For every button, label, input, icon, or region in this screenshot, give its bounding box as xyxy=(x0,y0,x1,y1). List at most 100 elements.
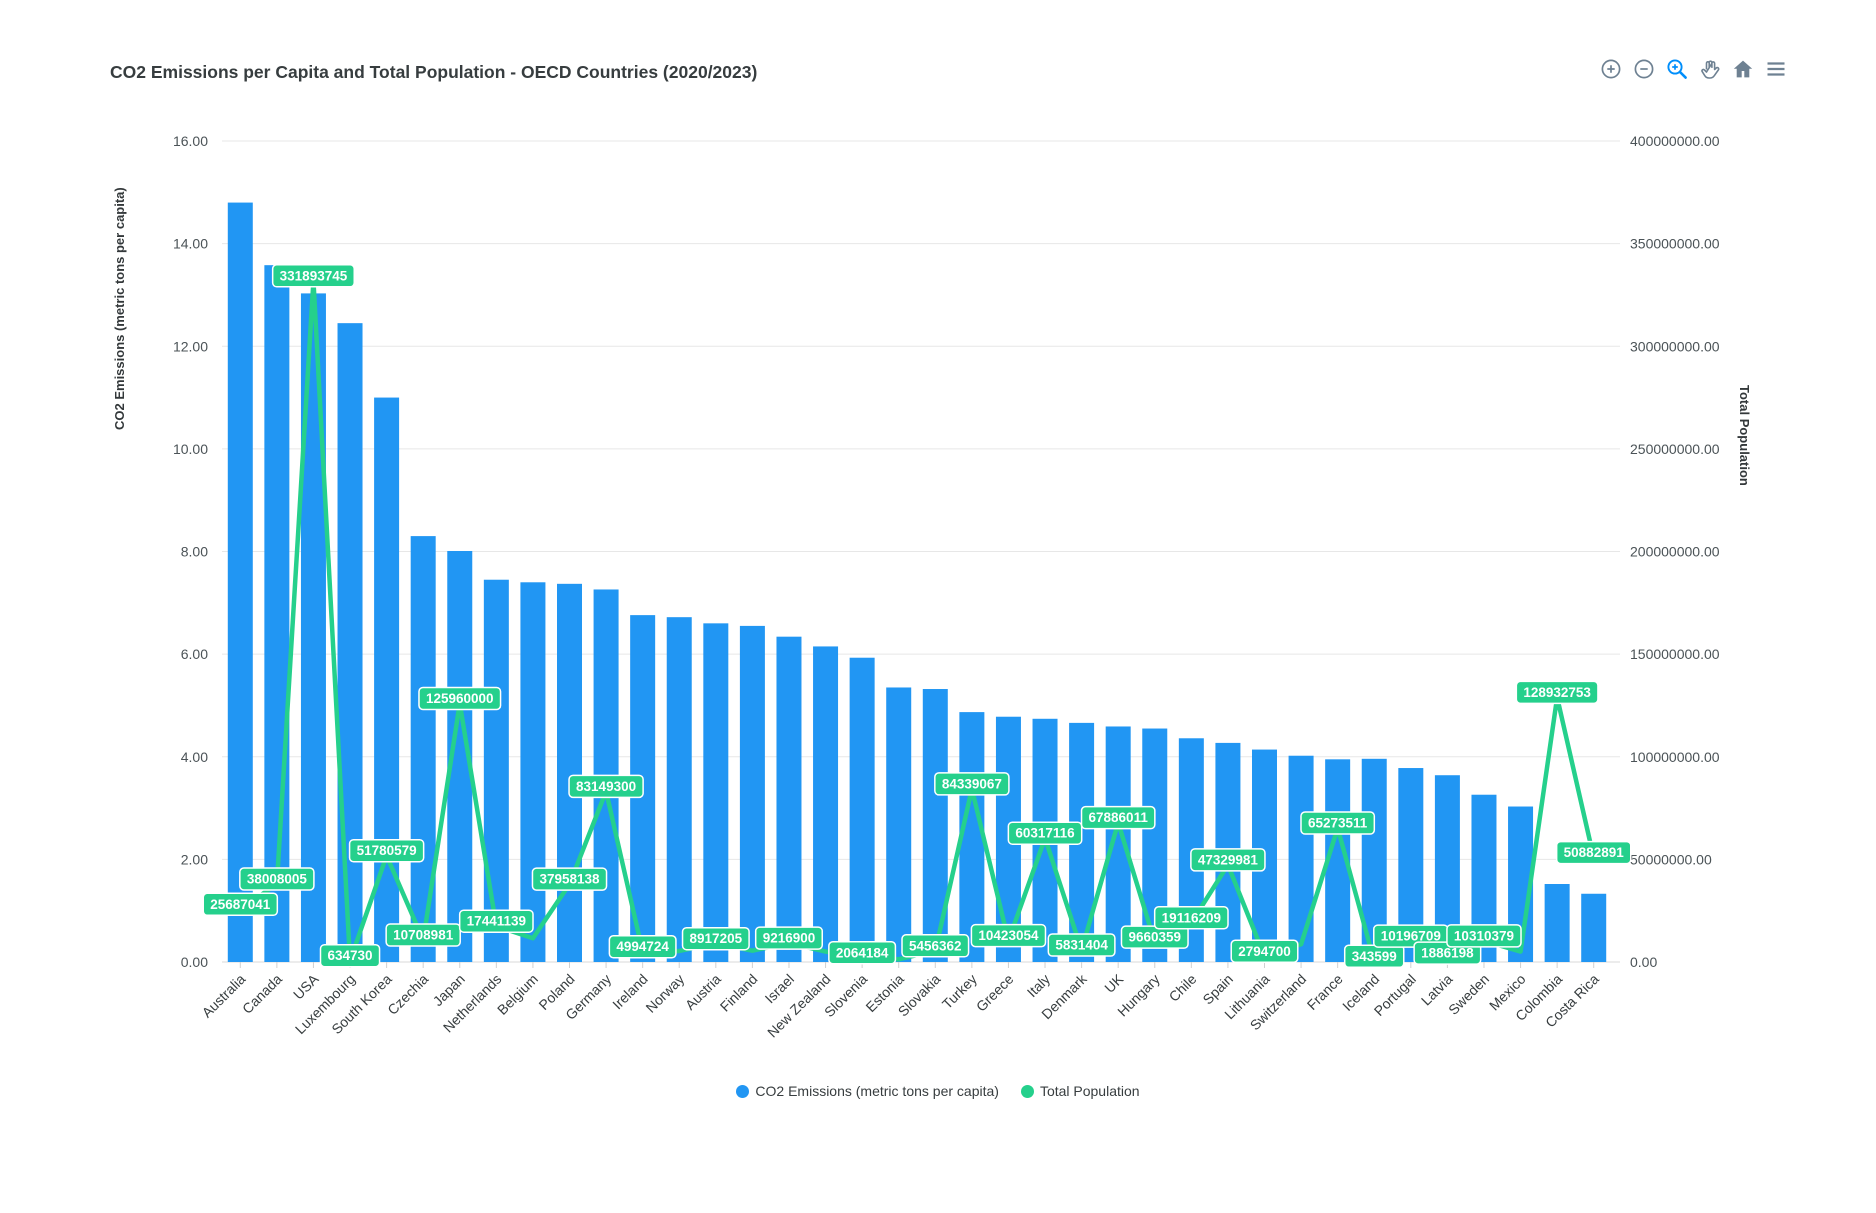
y-axis-tick-left: 8.00 xyxy=(181,544,208,560)
y-axis-tick-right: 150000000.00 xyxy=(1630,646,1720,662)
bar-Switzerland[interactable] xyxy=(1288,755,1314,962)
x-axis-label[interactable]: UK xyxy=(1101,970,1127,996)
plot-area[interactable]: 0.00 2.00 4.00 6.00 8.00 10.00 12.00 14.00 16.00… xyxy=(0,0,1876,1060)
data-label-Germany xyxy=(568,774,644,799)
data-label-text: 10196709 xyxy=(1381,929,1441,944)
data-label-Luxembourg xyxy=(319,943,381,968)
x-axis-label[interactable]: Australia xyxy=(199,971,249,1021)
legend-item-co2[interactable]: CO2 Emissions (metric tons per capita) xyxy=(736,1083,999,1099)
y-axis-tick-left: 16.00 xyxy=(173,133,208,149)
bar-Australia[interactable] xyxy=(227,202,253,962)
zoom-in-icon[interactable] xyxy=(1599,57,1623,81)
x-axis-label[interactable]: Czechia xyxy=(384,971,431,1018)
data-label-Poland xyxy=(531,867,608,891)
bar-Estonia[interactable] xyxy=(886,687,912,962)
menu-icon[interactable] xyxy=(1764,57,1788,81)
x-axis-label[interactable]: USA xyxy=(290,970,322,1002)
data-label-text: 65273511 xyxy=(1308,816,1368,831)
y-axis-tick-right: 300000000.00 xyxy=(1630,338,1720,354)
bar-Finland[interactable] xyxy=(739,625,765,962)
data-label-France xyxy=(1300,811,1376,835)
bar-Canada[interactable] xyxy=(264,265,290,962)
y-axis-tick-left: 0.00 xyxy=(181,954,208,970)
x-axis-label[interactable]: Norway xyxy=(642,971,687,1016)
data-label-Austria xyxy=(681,926,750,951)
y-axis-tick-left: 2.00 xyxy=(181,851,208,867)
data-label-Canada xyxy=(239,867,315,891)
legend-label-co2: CO2 Emissions (metric tons per capita) xyxy=(755,1083,999,1099)
x-axis-label[interactable]: Sweden xyxy=(1445,971,1492,1018)
bar-Israel[interactable] xyxy=(776,636,802,962)
data-label-text: 2064184 xyxy=(836,945,889,960)
data-label-text: 9216900 xyxy=(763,931,816,946)
y-axis-tick-right: 350000000.00 xyxy=(1630,236,1720,252)
pan-icon[interactable] xyxy=(1698,57,1722,81)
zoom-out-icon[interactable] xyxy=(1632,57,1656,81)
data-label-Colombia xyxy=(1515,680,1599,705)
y-axis-tick-right: 50000000.00 xyxy=(1630,851,1712,867)
chart-title: CO2 Emissions per Capita and Total Popul… xyxy=(110,62,758,82)
data-label-Turkey xyxy=(934,772,1010,796)
x-axis-label[interactable]: Chile xyxy=(1166,971,1200,1005)
data-label-text: 84339067 xyxy=(942,776,1002,791)
data-label-text: 634730 xyxy=(327,948,372,963)
data-label-text: 67886011 xyxy=(1089,810,1149,825)
bar-Turkey[interactable] xyxy=(959,712,985,962)
data-label-USA xyxy=(271,264,355,288)
bar-South Korea[interactable] xyxy=(374,397,400,962)
data-label-Japan xyxy=(418,686,502,711)
data-label-text: 37958138 xyxy=(539,872,600,887)
data-label-Denmark xyxy=(1047,933,1116,957)
selection-zoom-icon[interactable] xyxy=(1665,57,1689,81)
bar-New Zealand[interactable] xyxy=(813,646,839,962)
data-label-Netherlands xyxy=(458,909,534,933)
x-axis-label[interactable]: Italy xyxy=(1024,971,1053,1000)
data-label-Sweden xyxy=(1446,924,1522,948)
data-label-text: 10310379 xyxy=(1454,928,1514,943)
bar-Austria[interactable] xyxy=(703,623,729,962)
data-label-text: 51780579 xyxy=(357,843,417,858)
y-axis-tick-left: 14.00 xyxy=(173,236,208,252)
legend-item-population[interactable]: Total Population xyxy=(1020,1083,1140,1099)
data-label-text: 9660359 xyxy=(1128,930,1181,945)
bar-Luxembourg[interactable] xyxy=(337,323,363,962)
data-label-text: 5456362 xyxy=(909,938,962,953)
bar-Costa Rica[interactable] xyxy=(1581,893,1607,962)
y-axis-tick-left: 4.00 xyxy=(181,749,208,765)
x-axis-label[interactable]: Turkey xyxy=(939,971,980,1012)
x-axis-label[interactable]: Canada xyxy=(239,971,285,1017)
x-axis-label[interactable]: Finland xyxy=(717,971,761,1015)
data-label-text: 2794700 xyxy=(1238,944,1291,959)
bar-Belgium[interactable] xyxy=(520,582,546,962)
bar-Netherlands[interactable] xyxy=(483,579,509,962)
data-label-text: 60317116 xyxy=(1015,826,1075,841)
data-label-text: 5831404 xyxy=(1055,938,1108,953)
bar-Poland[interactable] xyxy=(557,583,582,962)
x-axis-label[interactable]: Austria xyxy=(682,971,724,1013)
data-label-text: 331893745 xyxy=(280,268,348,283)
data-label-text: 343599 xyxy=(1352,949,1397,964)
legend-label-population: Total Population xyxy=(1039,1083,1140,1099)
data-label-Australia xyxy=(202,892,279,917)
y-axis-tick-left: 6.00 xyxy=(181,646,208,662)
y-axis-tick-right: 250000000.00 xyxy=(1630,441,1720,457)
home-icon[interactable] xyxy=(1731,57,1755,81)
x-axis-label[interactable]: Greece xyxy=(973,971,1017,1015)
data-label-Czechia xyxy=(385,923,461,947)
bar-Norway[interactable] xyxy=(666,617,692,962)
y-axis-tick-right: 200000000.00 xyxy=(1630,544,1720,560)
data-label-Italy xyxy=(1007,821,1083,845)
y-axis-tick-left: 10.00 xyxy=(173,441,208,457)
data-label-South Korea xyxy=(348,838,425,863)
data-label-text: 47329981 xyxy=(1198,852,1259,867)
data-label-Greece xyxy=(970,923,1047,948)
data-label-text: 10423054 xyxy=(978,928,1039,943)
bar-Slovenia[interactable] xyxy=(849,657,875,962)
y-axis-tick-right: 400000000.00 xyxy=(1630,133,1720,149)
data-label-text: 4994724 xyxy=(616,939,669,954)
bar-Colombia[interactable] xyxy=(1544,884,1570,962)
data-label-text: 1886198 xyxy=(1421,946,1474,961)
x-axis-label[interactable]: France xyxy=(1304,971,1346,1013)
x-axis-label[interactable]: Belgium xyxy=(494,971,541,1018)
